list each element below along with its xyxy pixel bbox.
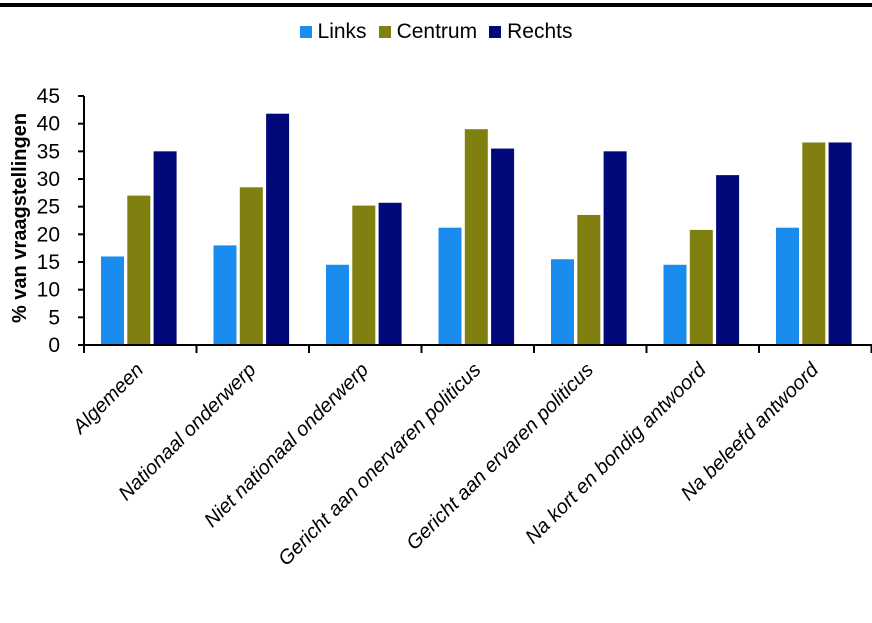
legend-swatch-rechts	[489, 26, 502, 38]
bar-rechts-3	[491, 148, 515, 345]
bar-rechts-0	[153, 151, 177, 345]
bar-centrum-1	[239, 187, 263, 345]
bar-rechts-4	[603, 151, 627, 345]
x-tick-label-0: Algemeen	[68, 359, 148, 439]
bar-links-4	[551, 259, 574, 345]
bar-centrum-2	[352, 205, 376, 345]
y-tick-label-0: 0	[48, 334, 60, 357]
bar-centrum-0	[127, 195, 151, 345]
legend-item-rechts: Rechts	[489, 20, 572, 44]
y-tick-label-5: 5	[48, 306, 60, 329]
y-tick-label-35: 35	[37, 140, 60, 163]
y-tick-label-40: 40	[37, 113, 60, 136]
top-rule	[0, 3, 872, 7]
x-tick-label-4: Gericht aan ervaren politicus	[402, 359, 598, 555]
y-tick-label-20: 20	[37, 223, 60, 246]
y-tick-label-15: 15	[37, 251, 60, 274]
bar-links-2	[326, 264, 349, 345]
bar-rechts-6	[828, 142, 852, 345]
bar-links-3	[438, 227, 462, 345]
y-axis-label: % van vraagstellingen	[9, 113, 31, 323]
bar-rechts-5	[716, 175, 740, 345]
bar-centrum-4	[577, 214, 601, 345]
legend-swatch-centrum	[378, 26, 391, 38]
bar-centrum-6	[802, 142, 826, 345]
y-tick-label-10: 10	[37, 279, 60, 302]
legend-swatch-links	[299, 26, 312, 38]
bars-group	[101, 113, 852, 345]
legend: Links Centrum Rechts	[0, 20, 872, 44]
bar-rechts-1	[266, 113, 290, 345]
y-tick-label-30: 30	[37, 168, 60, 191]
bar-centrum-5	[689, 229, 713, 345]
x-tick-label-3: Gericht aan onervaren politicus	[274, 359, 485, 570]
legend-item-centrum: Centrum	[378, 20, 478, 44]
legend-label-links: Links	[317, 20, 367, 43]
y-tick-label-45: 45	[37, 85, 60, 108]
legend-item-links: Links	[299, 20, 367, 44]
bar-centrum-3	[464, 129, 488, 345]
y-tick-label-25: 25	[37, 196, 60, 219]
bar-links-0	[101, 256, 124, 345]
bar-links-1	[213, 245, 237, 345]
bar-links-5	[663, 264, 687, 345]
x-tick-label-5: Na kort en bondig antwoord	[521, 358, 711, 548]
legend-label-rechts: Rechts	[507, 20, 573, 43]
legend-label-centrum: Centrum	[396, 20, 478, 43]
bar-links-6	[776, 227, 799, 345]
bar-rechts-2	[378, 202, 402, 345]
